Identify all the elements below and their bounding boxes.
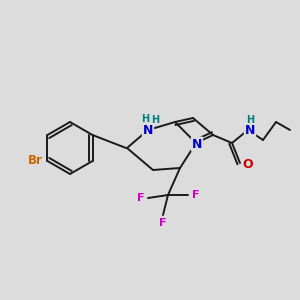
Text: O: O (243, 158, 253, 172)
Text: H: H (141, 114, 149, 124)
Text: N: N (245, 124, 255, 136)
Text: F: F (159, 218, 167, 228)
Text: H: H (246, 115, 254, 125)
Text: F: F (137, 193, 145, 203)
Text: N: N (143, 124, 153, 136)
Text: N: N (192, 137, 202, 151)
Text: Br: Br (28, 154, 43, 167)
Text: F: F (192, 190, 200, 200)
Text: H: H (151, 115, 159, 125)
